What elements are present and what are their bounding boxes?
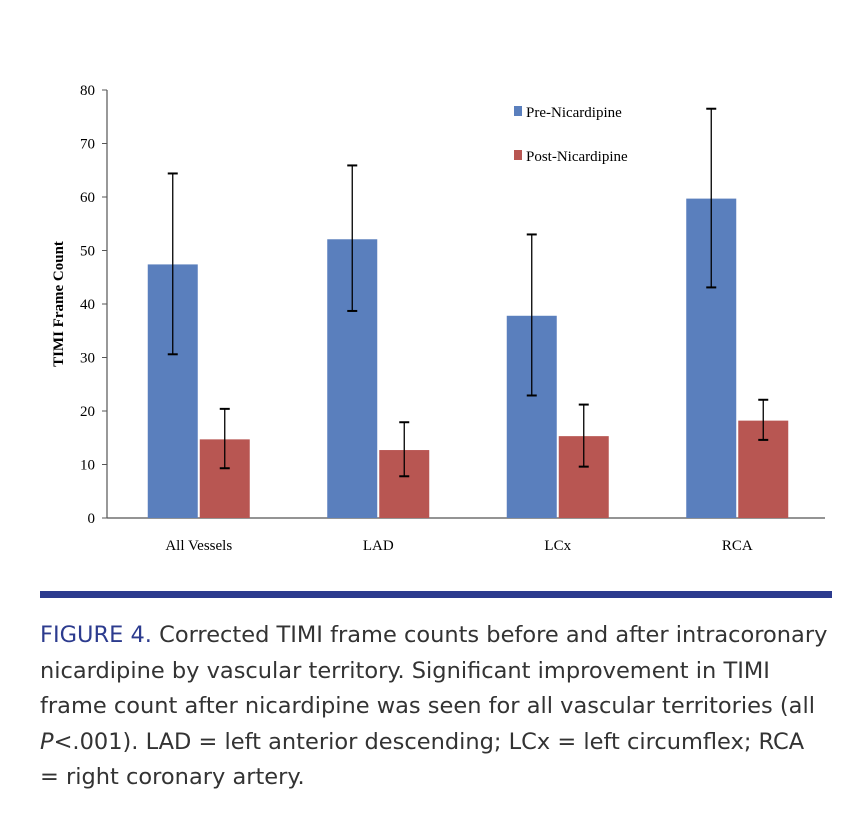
y-tick-label: 70 xyxy=(80,137,95,153)
figure-caption: FIGURE 4. Corrected TIMI frame counts be… xyxy=(40,618,830,796)
x-tick-label: LCx xyxy=(544,538,571,554)
caption-p-symbol: P xyxy=(40,728,54,755)
y-tick-label: 20 xyxy=(80,404,95,420)
legend-label: Pre-Nicardipine xyxy=(526,105,622,121)
bar-chart: 0 10 20 30 40 50 60 70 80 All Vessels LAD LCx RCA Pre… xyxy=(51,83,825,554)
x-tick-label: LAD xyxy=(363,538,394,554)
legend-swatch xyxy=(514,106,522,116)
caption-divider xyxy=(40,591,832,598)
y-tick-label: 50 xyxy=(80,244,95,260)
caption-text-2: <.001). LAD = left anterior descending; … xyxy=(40,728,805,791)
figure-label: FIGURE 4. xyxy=(40,622,152,648)
y-axis-label: TIMI Frame Count xyxy=(51,241,67,367)
x-tick-label: RCA xyxy=(722,538,753,554)
caption-text-1: Corrected TIMI frame counts before and a… xyxy=(40,622,828,719)
legend-label: Post-Nicardipine xyxy=(526,149,628,165)
y-tick-label: 10 xyxy=(80,458,95,474)
x-tick-label: All Vessels xyxy=(165,538,232,554)
y-tick-label: 40 xyxy=(80,297,95,313)
y-tick-label: 60 xyxy=(80,190,95,206)
y-tick-label: 0 xyxy=(88,511,96,527)
y-tick-label: 30 xyxy=(80,351,95,367)
y-tick-label: 80 xyxy=(80,83,95,99)
legend-swatch xyxy=(514,150,522,160)
